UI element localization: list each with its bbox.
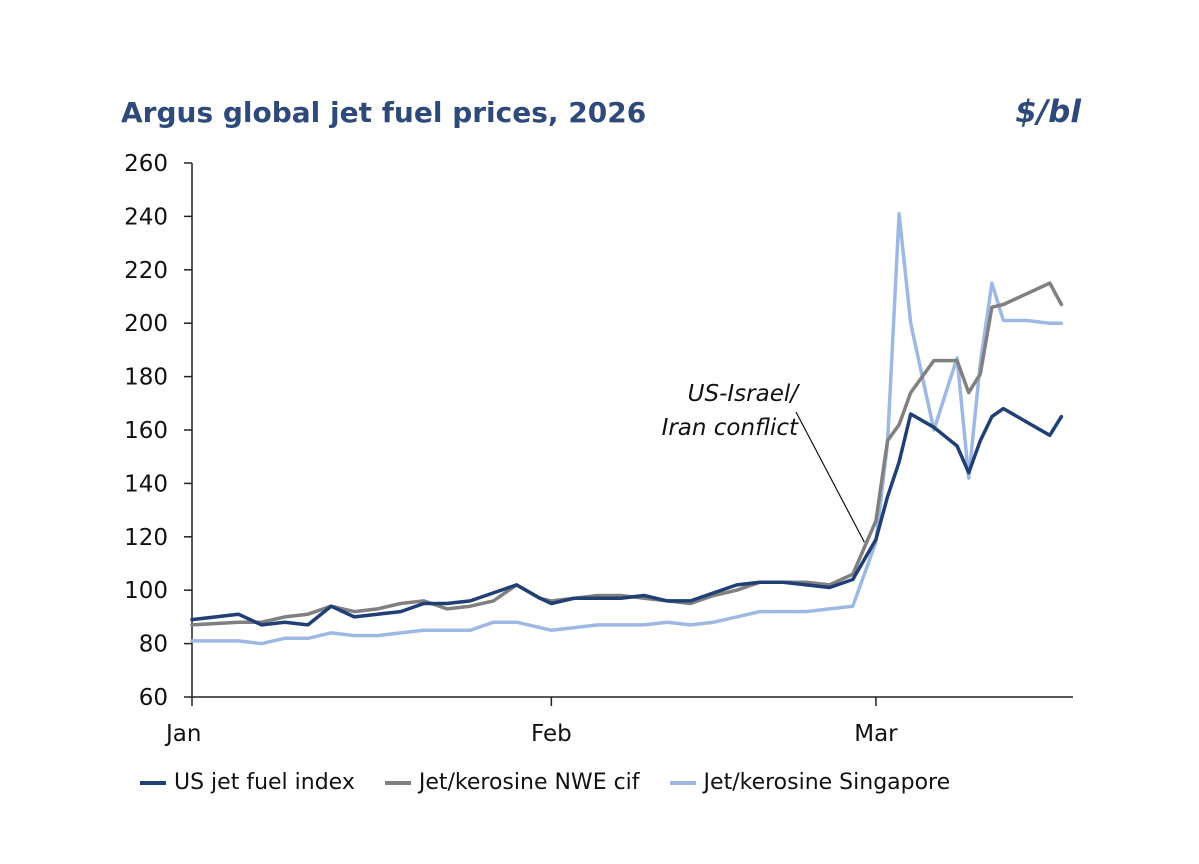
y-tick-label: 180 (124, 365, 168, 391)
legend-label-us: US jet fuel index (174, 770, 355, 795)
x-tick-label: Feb (531, 721, 572, 747)
legend: US jet fuel index Jet/kerosine NWE cif J… (140, 770, 980, 795)
y-tick-label: 200 (124, 311, 168, 337)
legend-swatch-nwe (384, 780, 411, 785)
legend-swatch-us (140, 780, 166, 785)
annotation-line-2: Iran conflict (661, 415, 798, 441)
series-line-singapore (190, 211, 1064, 646)
legend-label-nwe: Jet/kerosine NWE cif (418, 770, 640, 795)
y-tick-label: 140 (124, 471, 168, 497)
series-layer (190, 211, 1064, 646)
legend-label-singapore: Jet/kerosine Singapore (703, 770, 951, 795)
y-tick-label: 220 (124, 258, 168, 284)
axes: 60 80 100 120 140 160 180 200 220 240 260 Jan Feb Mar (124, 151, 1073, 747)
series-line-nwe (190, 281, 1064, 627)
y-tick-label: 160 (124, 418, 168, 444)
y-tick-label: 80 (139, 632, 168, 658)
legend-item-singapore: Jet/kerosine Singapore (669, 770, 951, 795)
y-tick-label: 240 (124, 204, 168, 230)
y-tick-label: 120 (124, 525, 168, 551)
chart-title: Argus global jet fuel prices, 2026 (121, 96, 647, 129)
series-line-us (190, 406, 1064, 627)
legend-item-nwe: Jet/kerosine NWE cif (384, 770, 640, 795)
annotation-text: US-Israel/ Iran conflict (558, 377, 798, 445)
annotation-layer (795, 411, 865, 543)
x-tick-label: Jan (164, 721, 201, 747)
unit-label: $/bl (1015, 94, 1081, 130)
legend-swatch-singapore (669, 780, 696, 785)
annotation-line-1: US-Israel/ (687, 381, 798, 407)
y-tick-label: 260 (124, 151, 168, 177)
y-tick-label: 60 (139, 685, 168, 711)
y-tick-label: 100 (124, 578, 168, 604)
annotation-leader-line (795, 411, 865, 543)
x-tick-label: Mar (854, 721, 898, 747)
legend-item-us: US jet fuel index (140, 770, 355, 795)
